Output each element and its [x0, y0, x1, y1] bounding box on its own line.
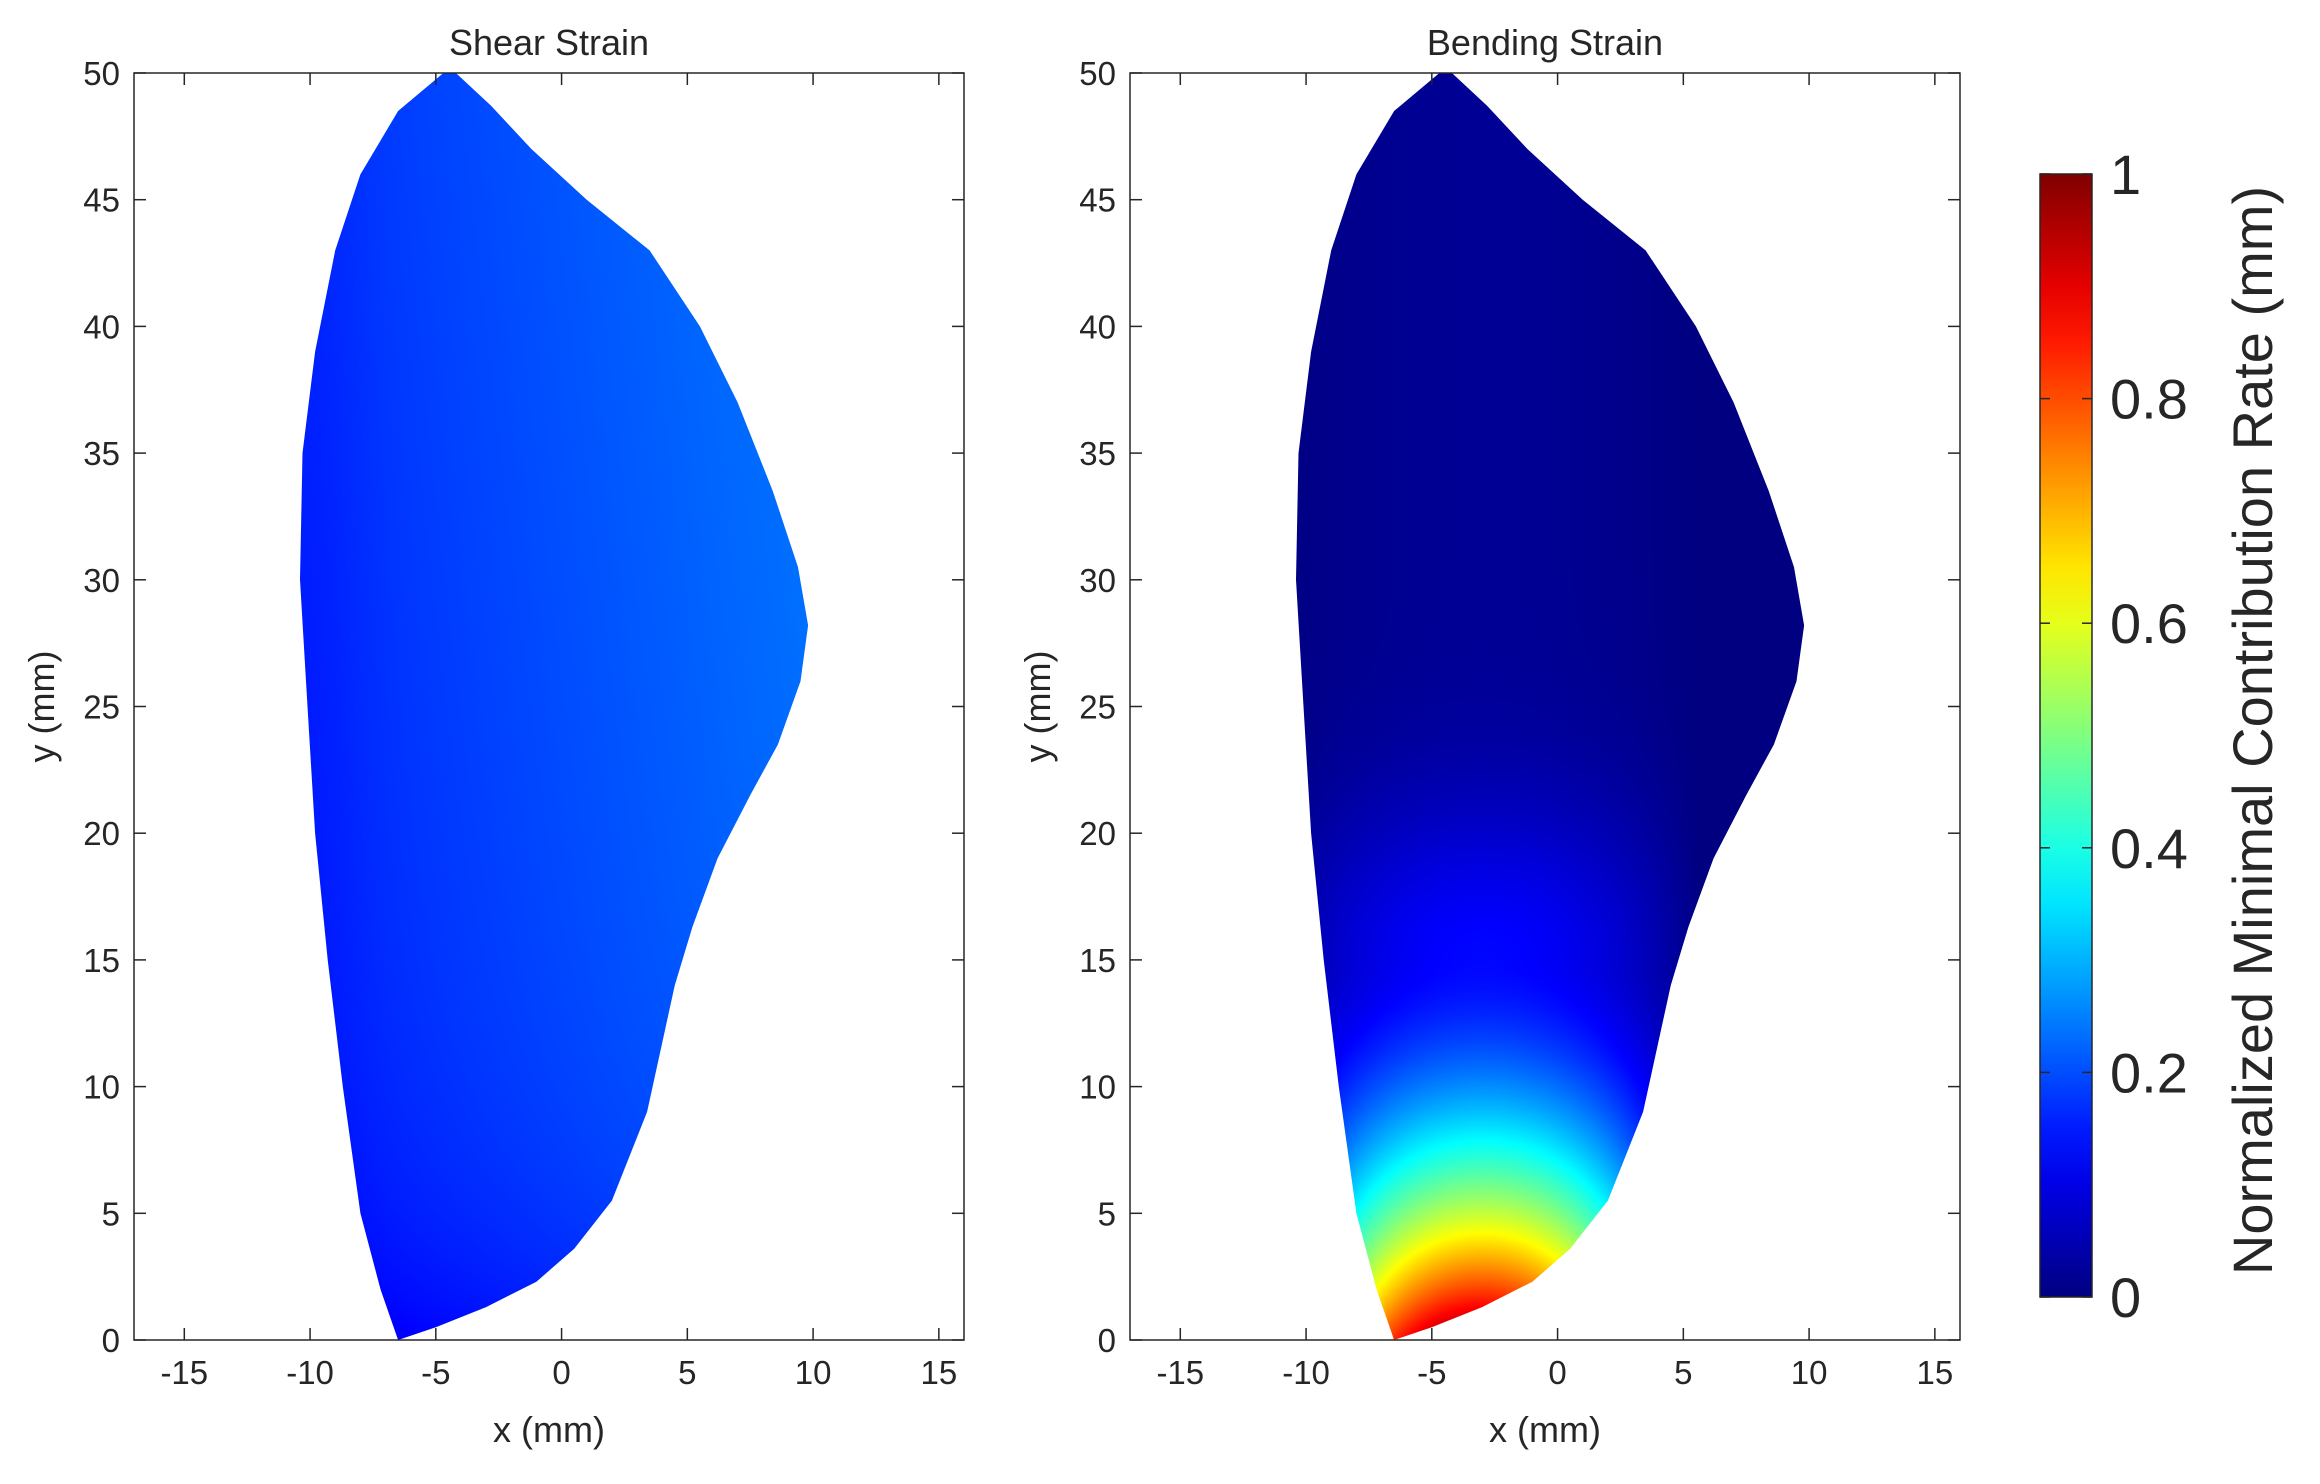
y-tick-label: 5: [1098, 1195, 1116, 1232]
y-tick-label: 0: [102, 1322, 120, 1359]
x-tick-label: 5: [678, 1354, 696, 1391]
y-tick-label: 15: [1079, 942, 1116, 979]
y-tick-label: 50: [83, 55, 120, 92]
x-tick-label: -15: [160, 1354, 208, 1391]
y-tick-label: 25: [1079, 689, 1116, 726]
x-tick-label: 5: [1674, 1354, 1692, 1391]
y-tick-label: 35: [1079, 435, 1116, 472]
x-tick-label: 15: [1916, 1354, 1953, 1391]
heatmap-field: [1296, 73, 1805, 1340]
y-tick-label: 5: [102, 1195, 120, 1232]
y-tick-label: 45: [83, 182, 120, 219]
colorbar-tick-label: 0.6: [2110, 592, 2188, 655]
y-axis-label: y (mm): [21, 651, 62, 763]
colorbar: 0 0.2 0.4 0.6 0.8 1 Normalized Minimal Contrib…: [2039, 143, 2284, 1329]
colorbar-tick-label: 0.2: [2110, 1041, 2188, 1104]
x-tick-label: 10: [1791, 1354, 1828, 1391]
y-tick-label: 15: [83, 942, 120, 979]
chart-title: Shear Strain: [449, 22, 649, 63]
chart-title: Bending Strain: [1427, 22, 1663, 63]
colorbar-tick-label: 0.4: [2110, 817, 2188, 880]
y-tick-label: 10: [83, 1069, 120, 1106]
colorbar-tick-label: 0.8: [2110, 368, 2188, 431]
y-tick-label: 25: [83, 689, 120, 726]
y-tick-label: 45: [1079, 182, 1116, 219]
y-tick-label: 0: [1098, 1322, 1116, 1359]
x-tick-label: 0: [1548, 1354, 1566, 1391]
colorbar-gradient: [2039, 173, 2093, 1298]
y-tick-label: 20: [1079, 815, 1116, 852]
x-tick-label: -5: [421, 1354, 450, 1391]
x-axis-label: x (mm): [1489, 1409, 1601, 1450]
y-tick-label: 30: [1079, 562, 1116, 599]
x-tick-label: -5: [1417, 1354, 1446, 1391]
y-tick-label: 50: [1079, 55, 1116, 92]
x-tick-label: 0: [552, 1354, 570, 1391]
y-tick-label: 35: [83, 435, 120, 472]
x-tick-label: -10: [286, 1354, 334, 1391]
x-tick-label: 10: [795, 1354, 832, 1391]
y-axis-label: y (mm): [1017, 651, 1058, 763]
heatmap-field: [300, 73, 809, 1340]
x-axis-label: x (mm): [493, 1409, 605, 1450]
bending-strain-plot: -15 -10 -5 0 5 10 15 0 5 10 15 20 25 30 35 40 45 50 Bendin…: [1017, 22, 1961, 1450]
y-tick-label: 10: [1079, 1069, 1116, 1106]
x-tick-label: 15: [920, 1354, 957, 1391]
y-tick-label: 20: [83, 815, 120, 852]
x-tick-label: -15: [1156, 1354, 1204, 1391]
y-tick-label: 40: [83, 308, 120, 345]
y-tick-label: 40: [1079, 308, 1116, 345]
colorbar-tick-label: 0: [2110, 1266, 2141, 1329]
colorbar-label: Normalized Minimal Contribution Rate (mm…: [2221, 186, 2284, 1275]
colorbar-tick-label: 1: [2110, 143, 2141, 206]
y-tick-label: 30: [83, 562, 120, 599]
shear-strain-plot: -15 -10 -5 0 5 10 15 0 5 10 15 20 25 30 35 40 45 50 Shear …: [21, 22, 965, 1450]
x-tick-label: -10: [1282, 1354, 1330, 1391]
